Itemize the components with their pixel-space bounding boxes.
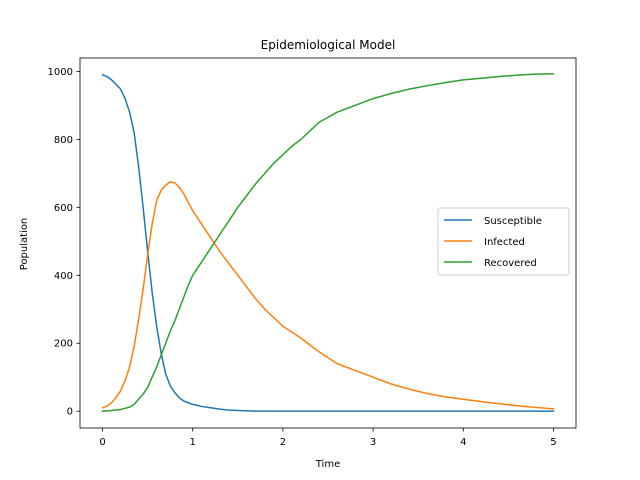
y-tick-label: 0: [67, 407, 73, 418]
x-tick-label: 0: [99, 437, 105, 448]
chart-title: Epidemiological Model: [261, 38, 396, 52]
legend-label-infected: Infected: [484, 237, 525, 248]
x-tick-label: 3: [370, 437, 376, 448]
y-tick-label: 1000: [48, 67, 73, 78]
y-tick-label: 800: [54, 135, 73, 146]
series-line-infected: [101, 181, 555, 410]
y-tick-label: 400: [54, 271, 73, 282]
x-tick-label: 4: [460, 437, 466, 448]
x-tick-label: 5: [550, 437, 556, 448]
y-axis-label: Population: [19, 218, 30, 271]
legend-box: [437, 207, 570, 276]
y-tick-label: 600: [54, 203, 73, 214]
y-tick-label: 200: [54, 339, 73, 350]
axes-frame: [79, 57, 577, 429]
series-line-recovered: [101, 73, 555, 412]
plot-area: 0 1 2 3 4 5 0 200 400 600 800 1000: [48, 57, 577, 448]
legend-label-recovered: Recovered: [484, 258, 537, 269]
x-tick-label: 1: [190, 437, 196, 448]
legend: Susceptible Infected Recovered: [437, 207, 570, 276]
legend-label-susceptible: Susceptible: [484, 216, 542, 227]
x-tick-label: 2: [280, 437, 286, 448]
x-axis-label: Time: [315, 459, 340, 470]
series-line-susceptible: [101, 73, 555, 412]
